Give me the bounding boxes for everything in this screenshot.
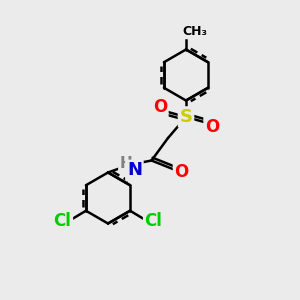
Text: S: S	[179, 108, 193, 126]
Text: O: O	[153, 98, 167, 116]
Text: O: O	[205, 118, 219, 136]
Text: O: O	[174, 163, 189, 181]
Text: CH₃: CH₃	[182, 25, 207, 38]
Text: Cl: Cl	[54, 212, 71, 230]
Text: Cl: Cl	[145, 212, 162, 230]
Text: N: N	[127, 161, 142, 179]
Text: H: H	[120, 156, 132, 171]
